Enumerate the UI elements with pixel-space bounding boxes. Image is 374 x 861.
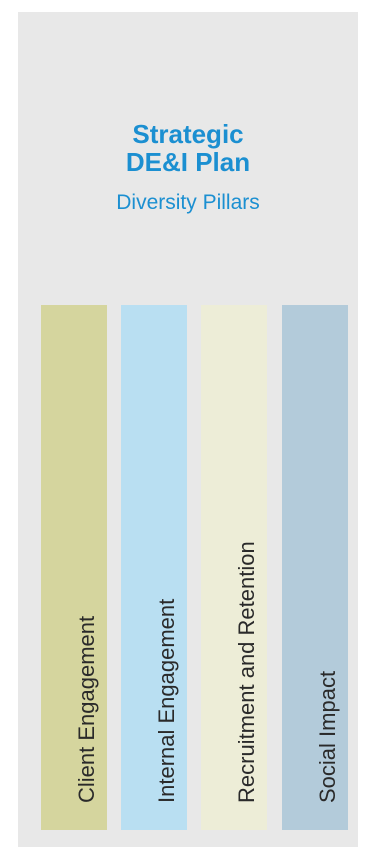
pillar-recruitment-and-retention: Recruitment and Retention [201,305,267,830]
pillar-internal-engagement: Internal Engagement [121,305,187,830]
title-line-2: DE&I Plan [125,147,251,177]
diagram-panel: Strategic DE&I Plan Diversity Pillars Cl… [18,12,358,847]
diagram-title: Strategic DE&I Plan [18,120,358,176]
diagram-subtitle: Diversity Pillars [116,191,260,214]
title-line-1: Strategic [132,119,244,149]
pillar-label: Internal Engagement [154,598,179,803]
pillar-label: Recruitment and Retention [234,541,259,803]
pillar-social-impact: Social Impact [282,305,348,830]
pillar-label: Social Impact [315,670,340,803]
pillar-client-engagement: Client Engagement [41,305,107,830]
pillar-label: Client Engagement [74,615,99,803]
